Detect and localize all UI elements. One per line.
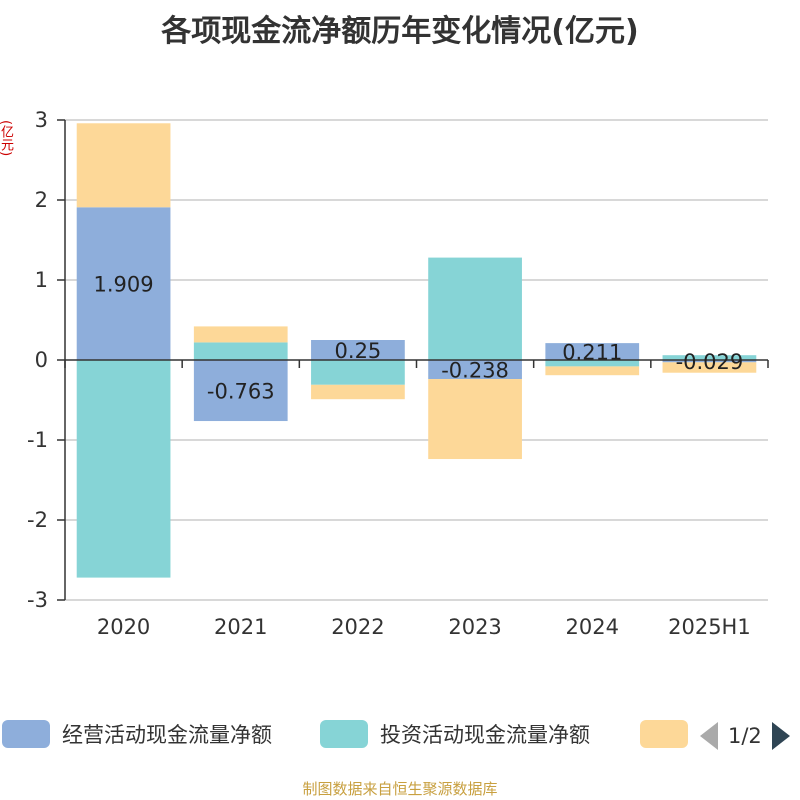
data-label: 0.25	[335, 339, 382, 363]
data-label: 0.211	[562, 341, 622, 365]
bar-operating-2025H1	[662, 360, 757, 363]
bar-financing-2023	[428, 379, 522, 460]
y-tick-label: 1	[35, 268, 48, 292]
bar-financing-2024	[545, 366, 640, 376]
y-axis-unit: (亿元)	[0, 120, 13, 157]
x-tick-label: 2025H1	[668, 615, 751, 639]
plot-area: 3 2 1 0 -1 -2 -3 2020 2021 2022 2023 2024 2025H1 1.90…	[27, 108, 769, 639]
data-label: -0.763	[207, 380, 275, 404]
legend-page-indicator: 1/2	[728, 724, 762, 748]
legend-label-operating: 经营活动现金流量净额	[62, 723, 272, 747]
legend-prev-icon[interactable]	[700, 722, 718, 750]
bar-operating-2021	[193, 360, 288, 422]
bar-investing-2022	[311, 360, 405, 385]
x-tick-label: 2020	[97, 615, 150, 639]
bar-operating-2022	[311, 340, 405, 360]
bar-financing-2022	[311, 384, 405, 400]
y-tick-label: -3	[27, 588, 48, 612]
legend-item-operating[interactable]: 经营活动现金流量净额	[2, 716, 272, 752]
bar-investing-2025H1	[662, 355, 757, 360]
bar-operating-2023	[428, 360, 522, 380]
bar-investing-2024	[545, 360, 640, 367]
bar-investing-2020	[76, 360, 171, 578]
legend-swatch-investing	[320, 720, 368, 748]
data-source-note: 制图数据来自恒生聚源数据库	[302, 780, 498, 798]
y-tick-label: 2	[35, 188, 48, 212]
x-tick-label: 2022	[331, 615, 384, 639]
y-tick-label: 0	[35, 348, 48, 372]
x-tick-label: 2021	[214, 615, 267, 639]
legend-pager: 1/2	[700, 718, 790, 754]
data-label: 1.909	[94, 273, 154, 297]
y-tick-label: -2	[27, 508, 48, 532]
legend-label-investing: 投资活动现金流量净额	[380, 723, 590, 747]
y-tick-label: -1	[27, 428, 48, 452]
data-label: -0.238	[441, 359, 509, 383]
x-tick-label: 2024	[566, 615, 619, 639]
legend-swatch-financing	[640, 720, 688, 748]
legend-item-investing[interactable]: 投资活动现金流量净额	[320, 716, 590, 752]
x-tick-label: 2023	[448, 615, 501, 639]
bar-financing-2020	[76, 123, 171, 208]
chart-title: 各项现金流净额历年变化情况(亿元)	[161, 14, 639, 49]
bar-financing-2021	[193, 326, 288, 343]
bar-investing-2021	[193, 342, 288, 360]
bar-operating-2024	[545, 343, 640, 360]
legend-next-icon[interactable]	[771, 722, 790, 750]
bar-investing-2023	[428, 257, 522, 360]
y-tick-label: 3	[35, 108, 48, 132]
bar-financing-2025H1	[662, 362, 757, 373]
data-label: -0.029	[676, 350, 744, 374]
legend-swatch-operating	[2, 720, 50, 748]
legend: 经营活动现金流量净额 投资活动现金流量净额 1/2	[0, 716, 800, 756]
bar-operating-2020	[76, 207, 171, 360]
legend-item-financing[interactable]	[640, 716, 688, 752]
